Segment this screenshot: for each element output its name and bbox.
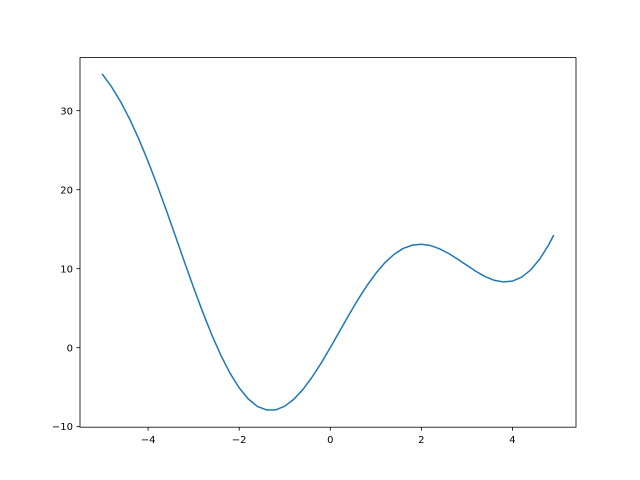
x-tick-label: −2 xyxy=(232,435,247,446)
axis-ticks: −4 −2 0 2 4 −10 0 10 20 30 xyxy=(52,106,516,446)
x-tick-label: 0 xyxy=(327,435,333,446)
series-line xyxy=(101,73,555,411)
x-tick-label: −4 xyxy=(141,435,156,446)
y-tick-label: 30 xyxy=(60,106,73,117)
x-tick-label: 2 xyxy=(418,435,424,446)
y-tick-label: 0 xyxy=(67,343,73,354)
y-tick-label: −10 xyxy=(52,422,73,433)
plot-frame xyxy=(79,57,577,428)
y-tick-label: 20 xyxy=(60,185,73,196)
x-tick-label: 4 xyxy=(509,435,515,446)
y-tick-label: 10 xyxy=(60,264,73,275)
